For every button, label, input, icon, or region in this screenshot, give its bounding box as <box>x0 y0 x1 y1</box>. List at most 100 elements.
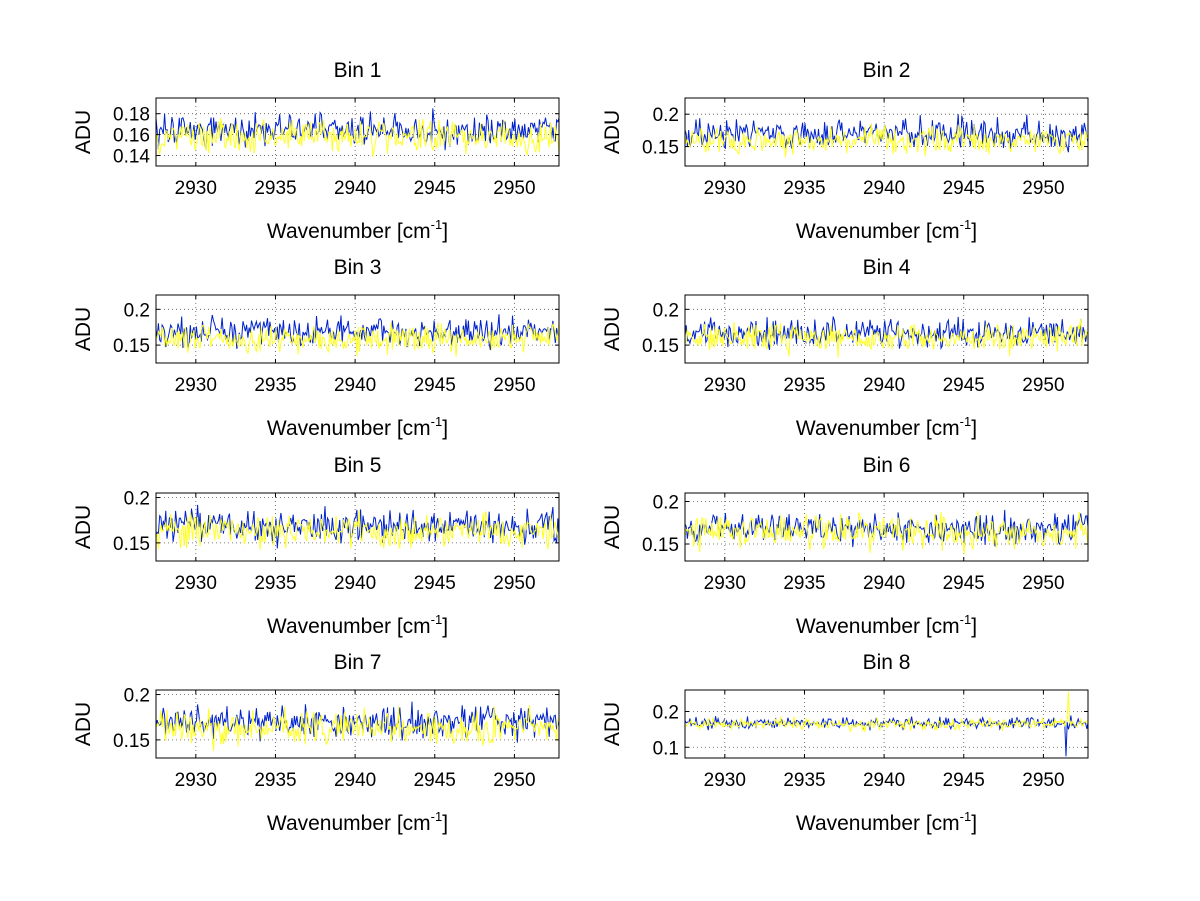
chart-title: Bin 4 <box>863 256 911 279</box>
y-tick-label: 0.15 <box>642 535 679 556</box>
y-tick-label: 0.15 <box>642 336 679 357</box>
x-tick-label: 2940 <box>863 375 905 396</box>
chart-title: Bin 6 <box>863 454 911 477</box>
series-blue-line <box>685 114 1088 153</box>
chart-title: Bin 3 <box>334 256 382 279</box>
x-tick-label: 2940 <box>334 375 376 396</box>
y-axis-label: ADU <box>72 505 95 549</box>
x-tick-label: 2930 <box>175 770 217 791</box>
axes-box <box>684 492 1089 562</box>
x-axis-label: Wavenumber [cm-1] <box>796 612 977 638</box>
x-tick-label: 2945 <box>943 375 985 396</box>
x-axis-label: Wavenumber [cm-1] <box>796 217 977 243</box>
y-tick-label: 0.14 <box>113 147 150 168</box>
y-tick-label: 0.16 <box>113 126 150 147</box>
x-tick-label: 2950 <box>1022 178 1064 199</box>
y-tick-label: 0.15 <box>642 138 679 159</box>
x-tick-label: 2950 <box>493 375 535 396</box>
x-tick-label: 2950 <box>493 178 535 199</box>
x-axis-label: Wavenumber [cm-1] <box>796 414 977 440</box>
y-tick-label: 0.2 <box>653 702 679 723</box>
chart-title: Bin 1 <box>334 59 382 82</box>
x-tick-label: 2935 <box>783 573 825 594</box>
axes-box <box>155 689 560 759</box>
x-tick-label: 2930 <box>704 178 746 199</box>
x-tick-label: 2940 <box>334 770 376 791</box>
x-tick-label: 2930 <box>704 573 746 594</box>
x-tick-label: 2945 <box>414 770 456 791</box>
x-tick-label: 2935 <box>254 178 296 199</box>
subplot-bin-1: 2930 2935 2940 2945 2950 0.140.160.18 Bin 1 Wav… <box>72 59 560 243</box>
y-tick-label: 0.2 <box>124 686 150 707</box>
subplot-bin-5: 2930 2935 2940 2945 2950 0.15 0.2 Bin 5 Wavenumb… <box>72 454 560 638</box>
y-axis-label: ADU <box>601 505 624 549</box>
y-tick-label: 0.2 <box>124 300 150 321</box>
subplot-bin-6: 2930 2935 2940 2945 2950 0.15 0.2 Bin 6 Wavenumb… <box>601 454 1089 638</box>
x-axis-label: Wavenumber [cm-1] <box>267 809 448 835</box>
subplot-bin-7: 2930 2935 2940 2945 2950 0.15 0.2 Bin 7 Wavenumb… <box>72 651 560 835</box>
chart-title: Bin 5 <box>334 454 382 477</box>
plot-area <box>156 98 559 166</box>
x-tick-label: 2935 <box>254 375 296 396</box>
x-tick-label: 2945 <box>943 178 985 199</box>
x-tick-label: 2935 <box>783 178 825 199</box>
x-tick-label: 2930 <box>175 573 217 594</box>
axes-box <box>155 294 560 364</box>
subplot-bin-3: 2930 2935 2940 2945 2950 0.15 0.2 Bin 3 Wavenumb… <box>72 256 560 440</box>
y-axis-label: ADU <box>72 110 95 154</box>
x-tick-label: 2945 <box>414 178 456 199</box>
x-axis-label: Wavenumber [cm-1] <box>796 809 977 835</box>
y-tick-label: 0.2 <box>653 300 679 321</box>
chart-title: Bin 2 <box>863 59 911 82</box>
chart-title: Bin 8 <box>863 651 911 674</box>
y-axis-label: ADU <box>72 702 95 746</box>
x-tick-label: 2940 <box>863 178 905 199</box>
series-yellow-line <box>685 318 1088 358</box>
y-tick-label: 0.2 <box>653 105 679 126</box>
x-tick-label: 2930 <box>704 770 746 791</box>
x-tick-label: 2940 <box>334 573 376 594</box>
x-axis-label: Wavenumber [cm-1] <box>267 612 448 638</box>
x-tick-label: 2950 <box>493 573 535 594</box>
y-tick-label: 0.15 <box>113 534 150 555</box>
series-blue-line <box>685 509 1088 548</box>
x-axis-label: Wavenumber [cm-1] <box>267 217 448 243</box>
series-yellow-line <box>156 117 559 157</box>
x-tick-label: 2945 <box>414 573 456 594</box>
x-tick-label: 2935 <box>783 770 825 791</box>
x-tick-label: 2940 <box>863 770 905 791</box>
series-yellow-line <box>685 691 1088 733</box>
x-tick-label: 2935 <box>254 770 296 791</box>
series-yellow-line <box>685 123 1088 158</box>
x-tick-label: 2930 <box>175 178 217 199</box>
y-tick-label: 0.2 <box>124 489 150 510</box>
subplot-bin-2: 2930 2935 2940 2945 2950 0.15 0.2 Bin 2 Wavenumb… <box>601 59 1089 243</box>
x-axis-label: Wavenumber [cm-1] <box>267 414 448 440</box>
axes-box <box>684 97 1089 167</box>
x-tick-label: 2945 <box>414 375 456 396</box>
subplot-bin-4: 2930 2935 2940 2945 2950 0.15 0.2 Bin 4 Wavenumb… <box>601 256 1089 440</box>
series-yellow-line <box>685 510 1088 555</box>
y-tick-label: 0.1 <box>653 738 679 759</box>
y-tick-label: 0.2 <box>653 493 679 514</box>
x-tick-label: 2950 <box>493 770 535 791</box>
y-tick-label: 0.15 <box>113 731 150 752</box>
x-tick-label: 2930 <box>175 375 217 396</box>
series-yellow-line <box>156 510 559 550</box>
x-tick-label: 2940 <box>334 178 376 199</box>
x-tick-label: 2930 <box>704 375 746 396</box>
y-axis-label: ADU <box>601 110 624 154</box>
series-yellow-line <box>156 321 559 357</box>
axes-box <box>684 294 1089 364</box>
x-tick-label: 2950 <box>1022 375 1064 396</box>
plot-area <box>685 295 1088 363</box>
y-tick-label: 0.18 <box>113 105 150 126</box>
x-tick-label: 2950 <box>1022 770 1064 791</box>
axes-box <box>155 492 560 562</box>
x-tick-label: 2945 <box>943 573 985 594</box>
subplot-bin-8: 2930 2935 2940 2945 2950 0.1 0.2 Bin 8 Wavenumbe… <box>601 651 1089 835</box>
y-axis-label: ADU <box>601 307 624 351</box>
y-tick-label: 0.15 <box>113 336 150 357</box>
axes-box <box>155 97 560 167</box>
